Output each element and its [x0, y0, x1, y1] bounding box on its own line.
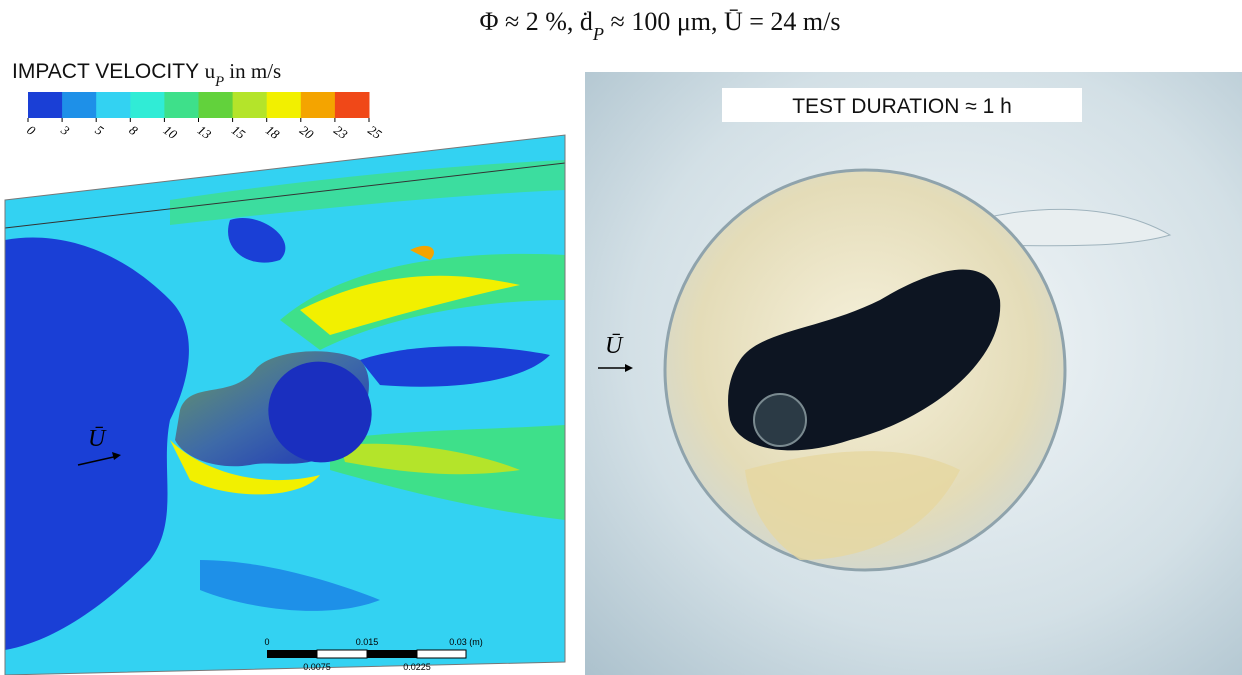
scale-label: 0.0075	[303, 662, 331, 672]
color-swatch	[199, 92, 234, 118]
text-segment: in m/s	[224, 59, 281, 83]
tick-label: 0	[24, 122, 38, 138]
text-segment: ≈ 100 μm,	[604, 7, 724, 36]
color-swatch	[62, 92, 97, 118]
color-swatch	[164, 92, 199, 118]
tick-label: 3	[58, 122, 73, 139]
flow-label: Ū	[605, 333, 624, 359]
tick-label: 20	[297, 122, 317, 142]
text-segment: = 24 m/s	[743, 7, 841, 36]
tick-label: 8	[127, 122, 141, 138]
color-swatch	[96, 92, 131, 118]
tick-label: 25	[365, 122, 385, 142]
photo-label: TEST DURATION ≈ 1 h	[792, 95, 1012, 118]
figure: Φ ≈ 2 %, ḋP ≈ 100 μm, Ū = 24 m/s IMPACT …	[0, 0, 1242, 675]
scale-label: 0.015	[356, 637, 379, 647]
color-swatch	[130, 92, 165, 118]
text-segment: ḋ	[580, 7, 593, 36]
tick-label: 23	[331, 122, 351, 142]
figure-title: Φ ≈ 2 %, ḋP ≈ 100 μm, Ū = 24 m/s	[479, 7, 840, 44]
color-swatch	[301, 92, 336, 118]
text-segment: u	[205, 59, 216, 83]
tick-label: 10	[161, 122, 181, 142]
tick-label: 5	[92, 122, 106, 138]
tick-label: 15	[229, 122, 249, 142]
color-swatch	[335, 92, 370, 118]
color-swatch	[233, 92, 268, 118]
tick-label: 18	[263, 122, 283, 142]
flow-label: Ū	[88, 426, 107, 452]
colorbar: 0 3 5 8 10 13 15 18 20 23 25	[24, 92, 385, 142]
text-segment: Ū	[724, 7, 743, 36]
legend-title: IMPACT VELOCITY uP in m/s	[12, 59, 281, 90]
tick-label: 13	[195, 122, 215, 142]
scale-label: 0.03 (m)	[449, 637, 483, 647]
text-segment: P	[214, 74, 224, 90]
scale-label: 0.0225	[403, 662, 431, 672]
text-segment: P	[592, 24, 604, 44]
scale-label: 0	[264, 637, 269, 647]
color-swatch	[267, 92, 302, 118]
color-swatch	[28, 92, 63, 118]
text-segment: IMPACT VELOCITY	[12, 60, 205, 83]
photo	[585, 72, 1242, 675]
text-segment: Φ ≈ 2 %,	[479, 7, 579, 36]
